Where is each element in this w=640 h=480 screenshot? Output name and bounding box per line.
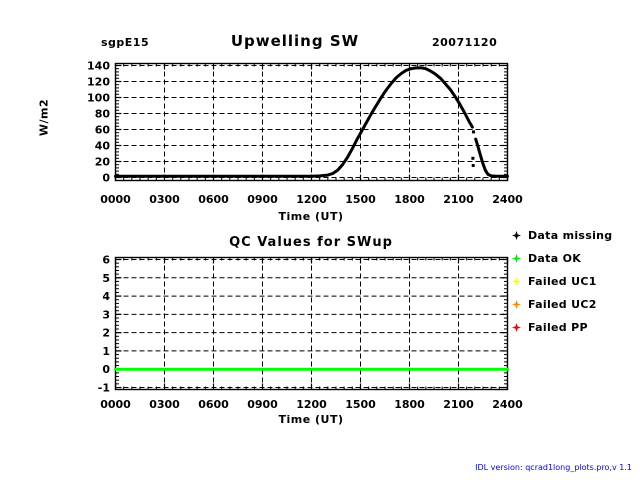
legend-item: Data OK	[512, 247, 612, 270]
page-title: Upwelling SW	[230, 32, 360, 50]
axes-border	[114, 256, 509, 391]
legend-label: Failed UC1	[528, 275, 597, 288]
y-tick-label: 80	[95, 108, 111, 121]
x-tick-label: 1800	[394, 398, 425, 411]
x-axis-title-top: Time (UT)	[278, 210, 344, 223]
legend-item: Failed UC2	[512, 293, 612, 316]
idl-version-line: IDL version: qcrad1long_plots.pro,v 1.1	[475, 462, 632, 472]
axes-border	[114, 62, 509, 182]
x-tick-label: 0300	[149, 193, 180, 206]
data-ok-marker-icon	[512, 254, 521, 263]
legend-label: Data missing	[528, 229, 613, 242]
y-tick-label: 0	[102, 363, 110, 376]
x-tick-label: 2100	[443, 193, 474, 206]
y-tick-label: -1	[98, 382, 110, 395]
x-tick-label: 0600	[198, 398, 229, 411]
data-missing-marker-icon	[512, 231, 521, 240]
data-point	[472, 130, 476, 134]
legend-label: Failed UC2	[528, 298, 597, 311]
qc-legend: Data missing Data OK Failed UC1 Failed U…	[512, 224, 612, 339]
y-tick-label: 3	[102, 308, 110, 321]
failed-pp-marker-icon	[512, 323, 521, 332]
legend-item: Data missing	[512, 224, 612, 247]
y-tick-label: 6	[102, 254, 110, 267]
y-tick-label: 2	[102, 327, 110, 340]
y-tick-label: 0	[102, 172, 110, 185]
footer-right: IDL version: qcrad1long_plots.pro,v 1.1 …	[332, 444, 632, 480]
date-label: 20071120	[432, 36, 498, 49]
legend-item: Failed PP	[512, 316, 612, 339]
legend-item: Failed UC1	[512, 270, 612, 293]
y-tick-label: 4	[102, 290, 110, 303]
footer-left: Fri Feb 8 01:00:51 2008 Battelle Pacific…	[5, 447, 314, 480]
x-tick-label: 0000	[100, 193, 131, 206]
x-tick-label: 0000	[100, 398, 131, 411]
y-tick-label: 1	[102, 345, 110, 358]
x-tick-label: 1200	[296, 398, 327, 411]
legend-label: Data OK	[528, 252, 582, 265]
y-tick-label: 120	[87, 76, 110, 89]
legend-label: Failed PP	[528, 321, 588, 334]
y-tick-label: 100	[87, 92, 110, 105]
data-point	[471, 156, 475, 160]
y-tick-label: 40	[95, 140, 111, 153]
x-tick-label: 1200	[296, 193, 327, 206]
y-tick-label: 5	[102, 272, 110, 285]
y-tick-label: 140	[87, 60, 110, 73]
x-tick-label: 0900	[247, 193, 278, 206]
x-tick-label: 0600	[198, 193, 229, 206]
data-series-swup	[114, 66, 474, 178]
y-tick-label: 60	[95, 124, 111, 137]
failed-uc2-marker-icon	[512, 300, 521, 309]
x-tick-label: 1500	[345, 193, 376, 206]
failed-uc1-marker-icon	[512, 277, 521, 286]
x-tick-label: 1500	[345, 398, 376, 411]
x-tick-label: 0300	[149, 398, 180, 411]
y-tick-label: 20	[95, 156, 111, 169]
x-tick-label: 1800	[394, 193, 425, 206]
x-tick-label: 2400	[492, 193, 523, 206]
data-series-swup	[474, 137, 509, 178]
x-tick-label: 0900	[247, 398, 278, 411]
data-point	[471, 164, 475, 167]
x-axis-title-bottom: Time (UT)	[278, 413, 344, 426]
qc-chart-title: QC Values for SWup	[229, 235, 393, 250]
site-label: sgpE15	[101, 36, 150, 49]
x-tick-label: 2100	[443, 398, 474, 411]
x-tick-label: 2400	[492, 398, 523, 411]
